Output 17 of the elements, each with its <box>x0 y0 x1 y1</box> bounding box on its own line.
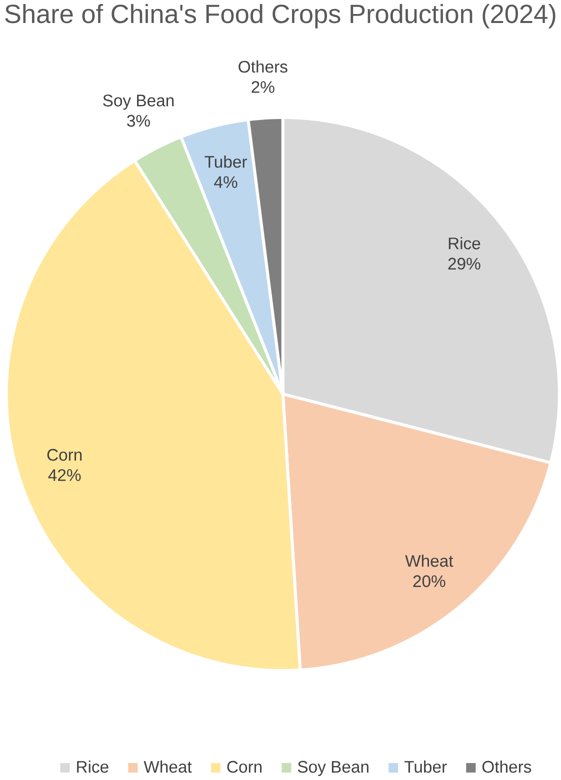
data-label: 4% <box>214 176 238 188</box>
slice-label: Soy Bean <box>103 94 174 110</box>
slice-label: Corn <box>47 448 82 461</box>
slice-label: Wheat <box>405 554 454 567</box>
legend-label: Others <box>482 760 532 773</box>
legend-label: Tuber <box>404 760 447 773</box>
slice-label: Others <box>238 60 288 73</box>
legend-label: Corn <box>227 760 262 773</box>
data-label: 42% <box>48 469 81 481</box>
data-label: 20% <box>413 575 446 588</box>
slice-label: Tuber <box>204 155 248 168</box>
chart-title: Share of China's Food Crops Production (2024) <box>5 4 556 28</box>
legend-label: Soy Bean <box>298 760 368 776</box>
legend-label: Rice <box>77 760 108 773</box>
legend-label: Wheat <box>144 760 192 773</box>
data-label: 3% <box>127 114 150 127</box>
data-label: 2% <box>252 81 274 93</box>
